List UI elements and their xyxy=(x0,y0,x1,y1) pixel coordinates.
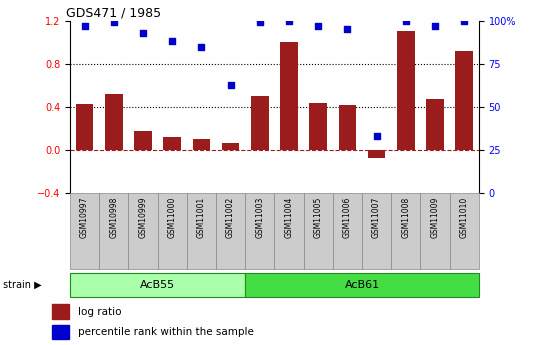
Point xyxy=(401,18,410,23)
Bar xyxy=(450,193,479,269)
Bar xyxy=(216,193,245,269)
Bar xyxy=(274,193,303,269)
Bar xyxy=(70,193,99,269)
Text: GSM11009: GSM11009 xyxy=(430,197,440,238)
Point xyxy=(109,20,118,25)
Bar xyxy=(362,193,391,269)
Text: log ratio: log ratio xyxy=(78,307,122,317)
Text: GSM11007: GSM11007 xyxy=(372,197,381,238)
Point xyxy=(431,23,440,29)
Bar xyxy=(456,51,473,150)
Bar xyxy=(391,193,420,269)
Bar xyxy=(333,193,362,269)
Bar xyxy=(134,131,152,150)
Bar xyxy=(245,193,274,269)
Point xyxy=(372,134,381,139)
Text: GSM11008: GSM11008 xyxy=(401,197,410,238)
Bar xyxy=(368,150,385,158)
Bar xyxy=(222,142,239,150)
Text: AcB61: AcB61 xyxy=(344,280,380,289)
Bar xyxy=(158,193,187,269)
Bar xyxy=(105,94,123,150)
Bar xyxy=(338,105,356,150)
Bar xyxy=(70,273,245,297)
Bar xyxy=(187,193,216,269)
Bar xyxy=(280,42,298,150)
Point xyxy=(314,23,322,29)
Text: GSM10998: GSM10998 xyxy=(109,197,118,238)
Point xyxy=(226,82,235,87)
Text: GDS471 / 1985: GDS471 / 1985 xyxy=(66,7,161,20)
Text: GSM11002: GSM11002 xyxy=(226,197,235,238)
Point xyxy=(80,23,89,29)
Bar xyxy=(193,139,210,150)
Text: GSM11010: GSM11010 xyxy=(459,197,469,238)
Point xyxy=(343,27,352,32)
Bar xyxy=(52,304,69,319)
Point xyxy=(256,20,264,25)
Bar xyxy=(245,273,479,297)
Point xyxy=(168,39,176,44)
Bar xyxy=(426,99,444,150)
Point xyxy=(460,18,469,23)
Bar xyxy=(52,325,69,339)
Text: GSM11005: GSM11005 xyxy=(314,197,323,238)
Point xyxy=(197,44,206,49)
Bar xyxy=(99,193,129,269)
Text: GSM11001: GSM11001 xyxy=(197,197,206,238)
Point xyxy=(139,30,147,36)
Text: strain ▶: strain ▶ xyxy=(3,280,41,289)
Text: GSM10997: GSM10997 xyxy=(80,197,89,238)
Text: GSM11004: GSM11004 xyxy=(285,197,294,238)
Text: GSM11006: GSM11006 xyxy=(343,197,352,238)
Bar xyxy=(129,193,158,269)
Text: GSM10999: GSM10999 xyxy=(138,197,147,238)
Point xyxy=(285,18,293,23)
Text: AcB55: AcB55 xyxy=(140,280,175,289)
Text: GSM11003: GSM11003 xyxy=(255,197,264,238)
Bar xyxy=(420,193,450,269)
Text: percentile rank within the sample: percentile rank within the sample xyxy=(78,327,254,337)
Bar xyxy=(397,31,415,150)
Bar xyxy=(309,103,327,150)
Text: GSM11000: GSM11000 xyxy=(168,197,176,238)
Bar xyxy=(251,96,268,150)
Bar xyxy=(76,104,93,150)
Bar xyxy=(164,137,181,150)
Bar xyxy=(303,193,333,269)
